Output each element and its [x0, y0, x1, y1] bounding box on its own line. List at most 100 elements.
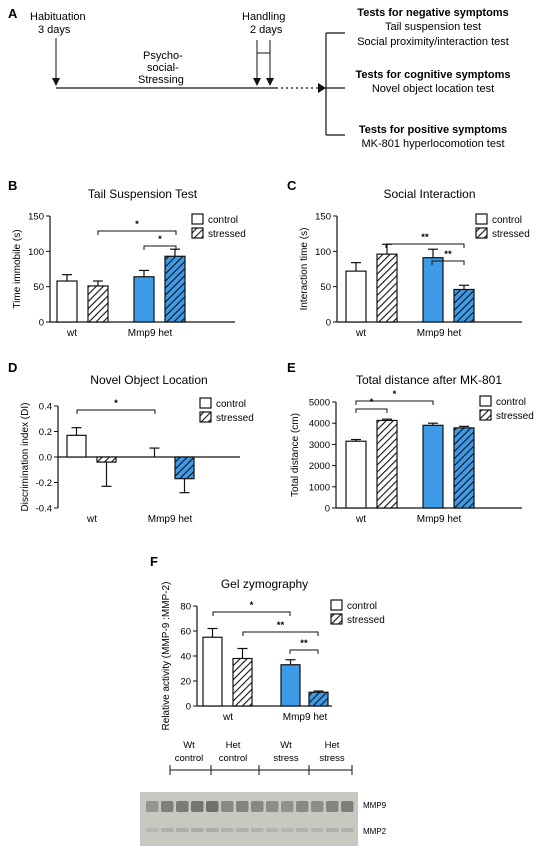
panel-c-chart: C Social Interaction 0 50 100 150 Interaction … [287, 178, 530, 339]
legend-label-stressed: stressed [347, 615, 385, 626]
panel-a: A Habituation 3 days Psycho- social- Str… [8, 6, 511, 150]
y-tick-label: 150 [315, 212, 331, 223]
significance-label: * [370, 397, 374, 408]
panel-b-letter: B [8, 178, 17, 193]
neg-test-2: Social proximity/interaction test [357, 36, 509, 48]
gel-band-mmp9 [146, 801, 159, 812]
habituation-label: Habituation [30, 11, 86, 23]
y-tick-label: 3000 [309, 440, 330, 451]
pos-test-1: MK-801 hyperlocomotion test [361, 138, 504, 150]
cog-tests-title: Tests for cognitive symptoms [355, 69, 510, 81]
y-axis-label: Relative activity (MMP-9 :MMP-2) [161, 582, 172, 731]
y-tick-label: 4000 [309, 419, 330, 430]
chart-title: Novel Object Location [90, 373, 207, 387]
x-category-label: Mmp9 het [283, 712, 328, 723]
y-tick-label: 40 [180, 652, 191, 663]
gel-band-mmp2 [146, 828, 159, 832]
gel-band-mmp9 [281, 801, 294, 812]
legend-swatch-stressed [191, 227, 204, 239]
y-tick-label: 5000 [309, 398, 330, 409]
gel-band-mmp9 [176, 801, 189, 812]
handling-days: 2 days [250, 24, 283, 36]
gel-band-mmp9 [341, 801, 354, 812]
y-tick-label: 50 [320, 282, 331, 293]
gel-band-mmp2 [281, 828, 294, 832]
significance-bracket [289, 649, 319, 654]
psycho-label-3: Stressing [138, 74, 184, 86]
x-category-label: Mmp9 het [417, 514, 462, 525]
gel-group-label-line2: control [175, 753, 204, 764]
legend-swatch-control [199, 397, 212, 409]
x-category-label: Mmp9 het [128, 328, 173, 339]
x-category-label: Mmp9 het [417, 328, 462, 339]
bar-control-het [422, 424, 444, 509]
legend-swatch-control [330, 599, 343, 611]
gel-band-mmp2 [326, 828, 339, 832]
gel-band-mmp2 [341, 828, 354, 832]
gel-band-mmp2 [251, 828, 264, 832]
chart-title: Social Interaction [383, 187, 475, 201]
y-tick-label: 80 [180, 602, 191, 613]
bar-control-wt [345, 440, 367, 509]
legend-swatch-stressed [479, 409, 492, 421]
y-tick-label: 0.4 [39, 402, 52, 413]
legend-label-stressed: stressed [208, 229, 246, 240]
y-tick-label: -0.4 [36, 504, 52, 515]
gel-background [140, 792, 358, 846]
significance-bracket [212, 611, 291, 616]
legend-label-control: control [347, 601, 377, 612]
legend-label-control: control [216, 399, 246, 410]
bar-stressed-het [453, 288, 475, 323]
x-category-label: wt [222, 712, 233, 723]
gel-band-mmp9 [221, 801, 234, 812]
bar-stressed-het [453, 427, 475, 509]
chart-title: Gel zymography [221, 577, 308, 591]
gel-band-mmp9 [161, 801, 174, 812]
gel-band-mmp2 [236, 828, 249, 832]
significance-label: ** [300, 638, 308, 649]
bar-stressed-wt [376, 419, 398, 509]
y-axis-label: Time immobile (s) [12, 229, 23, 308]
y-axis-label: Interaction time (s) [299, 228, 310, 311]
significance-bracket [143, 245, 177, 250]
habituation-days: 3 days [38, 24, 71, 36]
significance-label: * [135, 219, 139, 230]
panel-f-letter: F [150, 554, 158, 569]
gel-zymogram: Wt control Het control Wt stress Het stress MMP9… [140, 740, 387, 846]
legend-label-stressed: stressed [496, 411, 534, 422]
y-tick-label: 0.2 [39, 427, 52, 438]
bar-stressed-wt [87, 285, 109, 323]
gel-band-mmp2 [266, 828, 279, 832]
significance-bracket [242, 631, 319, 636]
x-category-label: wt [355, 328, 366, 339]
bar-control-wt [66, 434, 87, 458]
psycho-label-1: Psycho- [143, 50, 183, 62]
bar-stressed-het [308, 691, 329, 707]
x-category-label: wt [66, 328, 77, 339]
panel-d-letter: D [8, 360, 17, 375]
handling-label: Handling [242, 11, 285, 23]
significance-label: ** [277, 620, 285, 631]
bar-stressed-wt [232, 657, 253, 707]
gel-group-label-line1: Wt [280, 740, 292, 751]
gel-group-label-line1: Het [226, 740, 241, 751]
legend-label-stressed: stressed [216, 413, 254, 424]
bar-control-wt [345, 270, 367, 323]
bar-control-het [280, 664, 301, 707]
gel-group-label-line2: control [219, 753, 248, 764]
psycho-label-2: social- [147, 62, 179, 74]
gel-band-mmp2 [161, 828, 174, 832]
gel-group-label-line1: Het [325, 740, 340, 751]
y-tick-label: 0.0 [39, 453, 52, 464]
y-tick-label: 0 [326, 318, 331, 329]
y-tick-label: 50 [33, 282, 44, 293]
legend-swatch-stressed [199, 411, 212, 423]
significance-bracket [431, 260, 465, 265]
y-axis-label: Discrimination index (DI) [20, 403, 31, 512]
y-tick-label: 0 [325, 504, 330, 515]
significance-label: * [393, 389, 397, 400]
gel-band-mmp2 [191, 828, 204, 832]
gel-band-mmp2 [206, 828, 219, 832]
